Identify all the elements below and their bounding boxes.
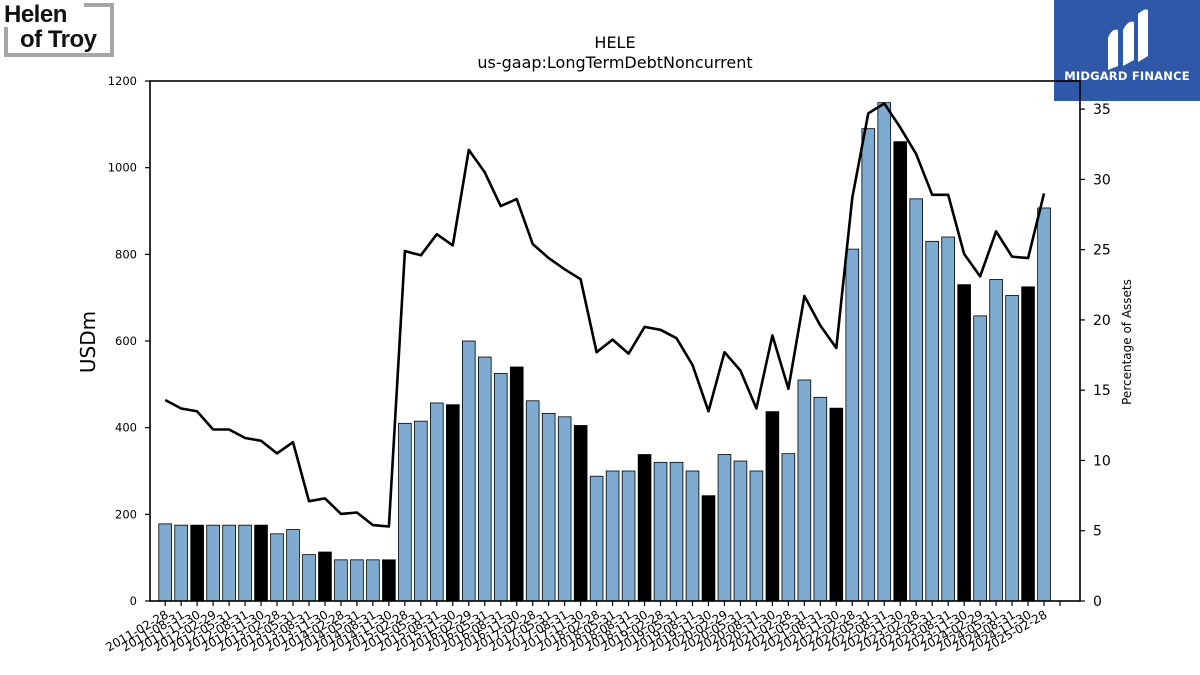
bar bbox=[621, 470, 636, 602]
bar bbox=[941, 236, 955, 602]
bar bbox=[493, 373, 508, 602]
bar bbox=[477, 356, 492, 602]
bar bbox=[653, 461, 668, 602]
bar bbox=[238, 524, 252, 602]
bar bbox=[829, 407, 844, 602]
bar bbox=[270, 533, 284, 602]
logo-frame-left bbox=[4, 27, 8, 57]
bar bbox=[717, 454, 732, 602]
bar bbox=[685, 470, 700, 602]
bar bbox=[797, 379, 812, 602]
y-tick-label: 600 bbox=[115, 334, 137, 348]
y-right-tick-label: 0 bbox=[1093, 594, 1102, 610]
midgard-finance-logo: MIDGARD FINANCE bbox=[1054, 0, 1200, 101]
midgard-mark-icon bbox=[1108, 9, 1148, 70]
bar bbox=[525, 400, 540, 602]
y-right-tick-label: 10 bbox=[1093, 453, 1111, 469]
y-tick-label: 800 bbox=[115, 247, 137, 261]
bars-group bbox=[158, 102, 1051, 602]
y-axis-label: USDm bbox=[76, 311, 100, 373]
y-right-tick-label: 5 bbox=[1093, 524, 1102, 540]
logo-word-of-troy: of Troy bbox=[20, 26, 97, 53]
bar bbox=[813, 396, 828, 602]
bar bbox=[973, 315, 987, 602]
y-tick-label: 1200 bbox=[108, 74, 137, 88]
bar bbox=[446, 404, 460, 602]
chart-subtitle: us-gaap:LongTermDebtNoncurrent bbox=[477, 53, 752, 72]
logo-frame bbox=[4, 3, 114, 57]
bar bbox=[701, 495, 716, 602]
chart-title: HELE bbox=[594, 33, 635, 52]
bar bbox=[781, 453, 796, 602]
line-group bbox=[164, 102, 1046, 528]
company-logo: Helen of Troy bbox=[4, 1, 114, 57]
bar bbox=[158, 523, 172, 602]
bar bbox=[557, 416, 572, 602]
bar bbox=[190, 524, 204, 602]
bar bbox=[605, 470, 620, 602]
bar bbox=[254, 524, 268, 602]
bar bbox=[222, 524, 236, 602]
bar bbox=[382, 559, 396, 602]
bar bbox=[573, 425, 588, 602]
bar bbox=[957, 284, 971, 602]
bar bbox=[334, 559, 348, 602]
bar bbox=[669, 461, 684, 602]
logo-frame-top bbox=[84, 3, 114, 7]
y-tick-label: 400 bbox=[115, 421, 137, 435]
bar bbox=[174, 524, 188, 602]
bar bbox=[366, 559, 380, 602]
bar bbox=[637, 454, 652, 602]
bar bbox=[845, 248, 860, 602]
y-axis-right-label: Percentage of Assets bbox=[1120, 279, 1134, 405]
bar bbox=[925, 240, 939, 602]
bar bbox=[877, 102, 892, 602]
bar bbox=[350, 559, 364, 602]
y-right-tick-label: 25 bbox=[1093, 243, 1111, 259]
bar bbox=[430, 402, 444, 602]
bar bbox=[765, 411, 780, 602]
bar bbox=[893, 141, 908, 602]
y-tick-label: 0 bbox=[130, 594, 137, 608]
percentage-line bbox=[164, 102, 1046, 528]
bar bbox=[541, 412, 556, 602]
bar bbox=[509, 366, 524, 602]
bar bbox=[861, 128, 876, 602]
y-right-tick-label: 30 bbox=[1093, 172, 1111, 188]
midgard-finance-text: MIDGARD FINANCE bbox=[1064, 69, 1190, 83]
bar bbox=[1021, 286, 1035, 602]
bar bbox=[414, 420, 428, 602]
bar bbox=[398, 422, 412, 602]
bar bbox=[286, 529, 300, 602]
y-right-tick-label: 20 bbox=[1093, 313, 1111, 329]
y-right-tick-label: 35 bbox=[1093, 102, 1111, 118]
y-right-tick-label: 15 bbox=[1093, 383, 1111, 399]
bar bbox=[206, 524, 220, 602]
bar bbox=[302, 554, 316, 602]
bar bbox=[989, 279, 1003, 602]
bar bbox=[1037, 207, 1051, 602]
y-tick-label: 200 bbox=[115, 507, 137, 521]
bar bbox=[909, 198, 924, 602]
bar bbox=[749, 470, 764, 602]
y-tick-label: 1000 bbox=[108, 161, 137, 175]
logo-word-helen: Helen bbox=[4, 1, 67, 28]
bar bbox=[589, 475, 604, 602]
bar bbox=[733, 460, 748, 602]
bar bbox=[1005, 295, 1019, 602]
bar bbox=[318, 551, 332, 602]
bar bbox=[461, 340, 476, 602]
